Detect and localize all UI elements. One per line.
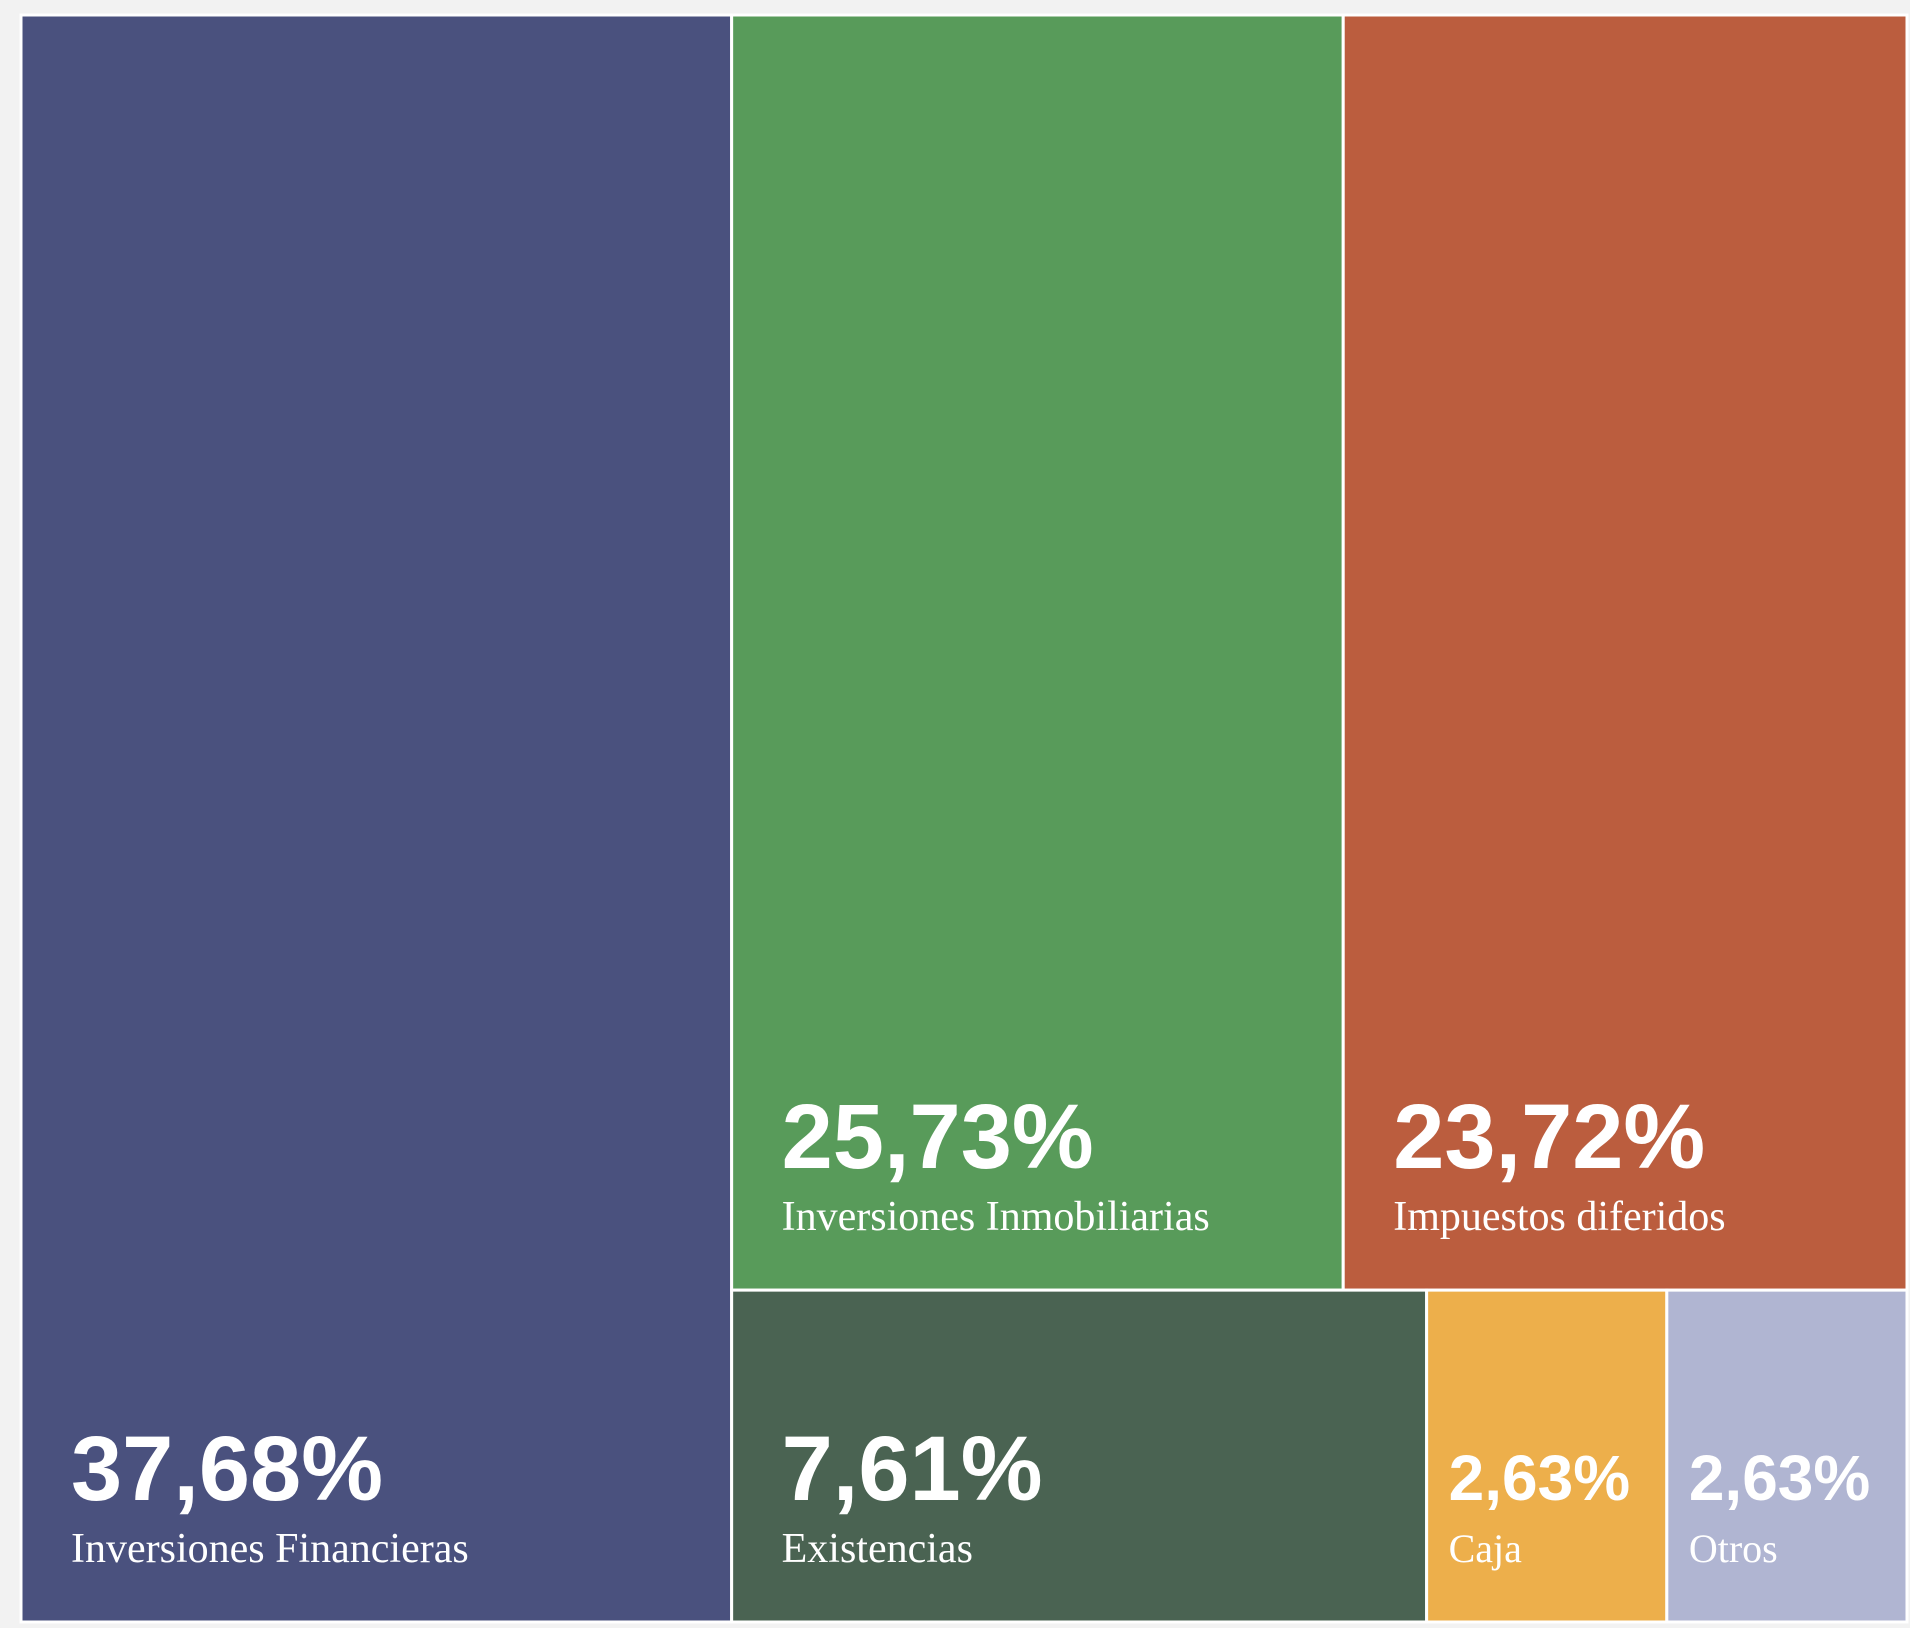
category-label: Impuestos diferidos (1393, 1194, 1725, 1240)
value-label: 2,63% (1689, 1442, 1870, 1514)
category-label: Inversiones Financieras (71, 1526, 469, 1572)
treemap-cell (730, 13, 1345, 1292)
value-label: 37,68% (71, 1418, 383, 1520)
category-label: Otros (1689, 1526, 1778, 1571)
value-label: 23,72% (1393, 1086, 1705, 1188)
value-label: 2,63% (1449, 1442, 1630, 1514)
category-label: Inversiones Inmobiliarias (782, 1194, 1210, 1240)
treemap-cell (730, 1288, 1429, 1624)
value-label: 25,73% (782, 1086, 1094, 1188)
category-label: Caja (1449, 1526, 1523, 1571)
treemap-cell (1425, 1288, 1669, 1624)
value-label: 7,61% (782, 1418, 1043, 1520)
treemap-cell (1341, 13, 1909, 1292)
treemap-cell (19, 13, 734, 1624)
treemap-cell (1665, 1288, 1909, 1624)
category-label: Existencias (782, 1526, 973, 1572)
